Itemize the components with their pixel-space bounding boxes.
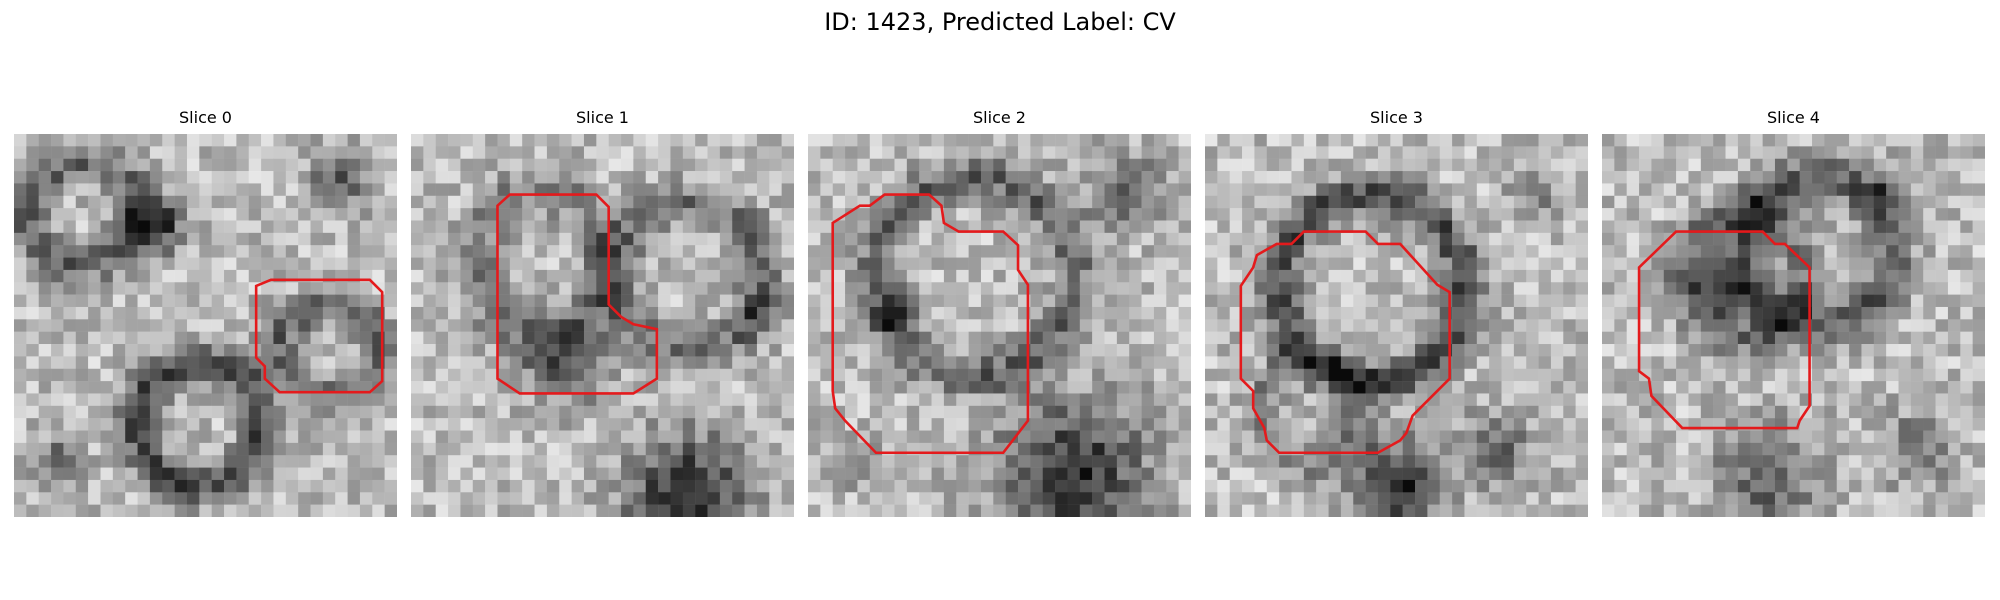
slice-title-1: Slice 1 [576, 108, 629, 127]
slice-pixel-grid-0 [14, 134, 397, 517]
slice-image-1 [411, 134, 794, 517]
slice-pixel-grid-2 [808, 134, 1191, 517]
slice-title-0: Slice 0 [179, 108, 232, 127]
slice-image-2 [808, 134, 1191, 517]
slice-outline-4 [1639, 232, 1809, 428]
slice-image-3 [1205, 134, 1588, 517]
slice-image-4 [1602, 134, 1985, 517]
slice-outline-1 [497, 195, 656, 394]
slice-pixel-grid-4 [1602, 134, 1985, 517]
figure-title: ID: 1423, Predicted Label: CV [824, 8, 1176, 36]
slice-outline-2 [833, 195, 1028, 453]
slice-title-3: Slice 3 [1370, 108, 1423, 127]
slice-pixel-grid-3 [1205, 134, 1588, 517]
slice-pixel-grid-1 [411, 134, 794, 517]
slice-title-4: Slice 4 [1767, 108, 1820, 127]
slice-image-0 [14, 134, 397, 517]
slice-outline-0 [256, 280, 382, 392]
slice-outline-3 [1241, 232, 1450, 453]
slice-title-2: Slice 2 [973, 108, 1026, 127]
